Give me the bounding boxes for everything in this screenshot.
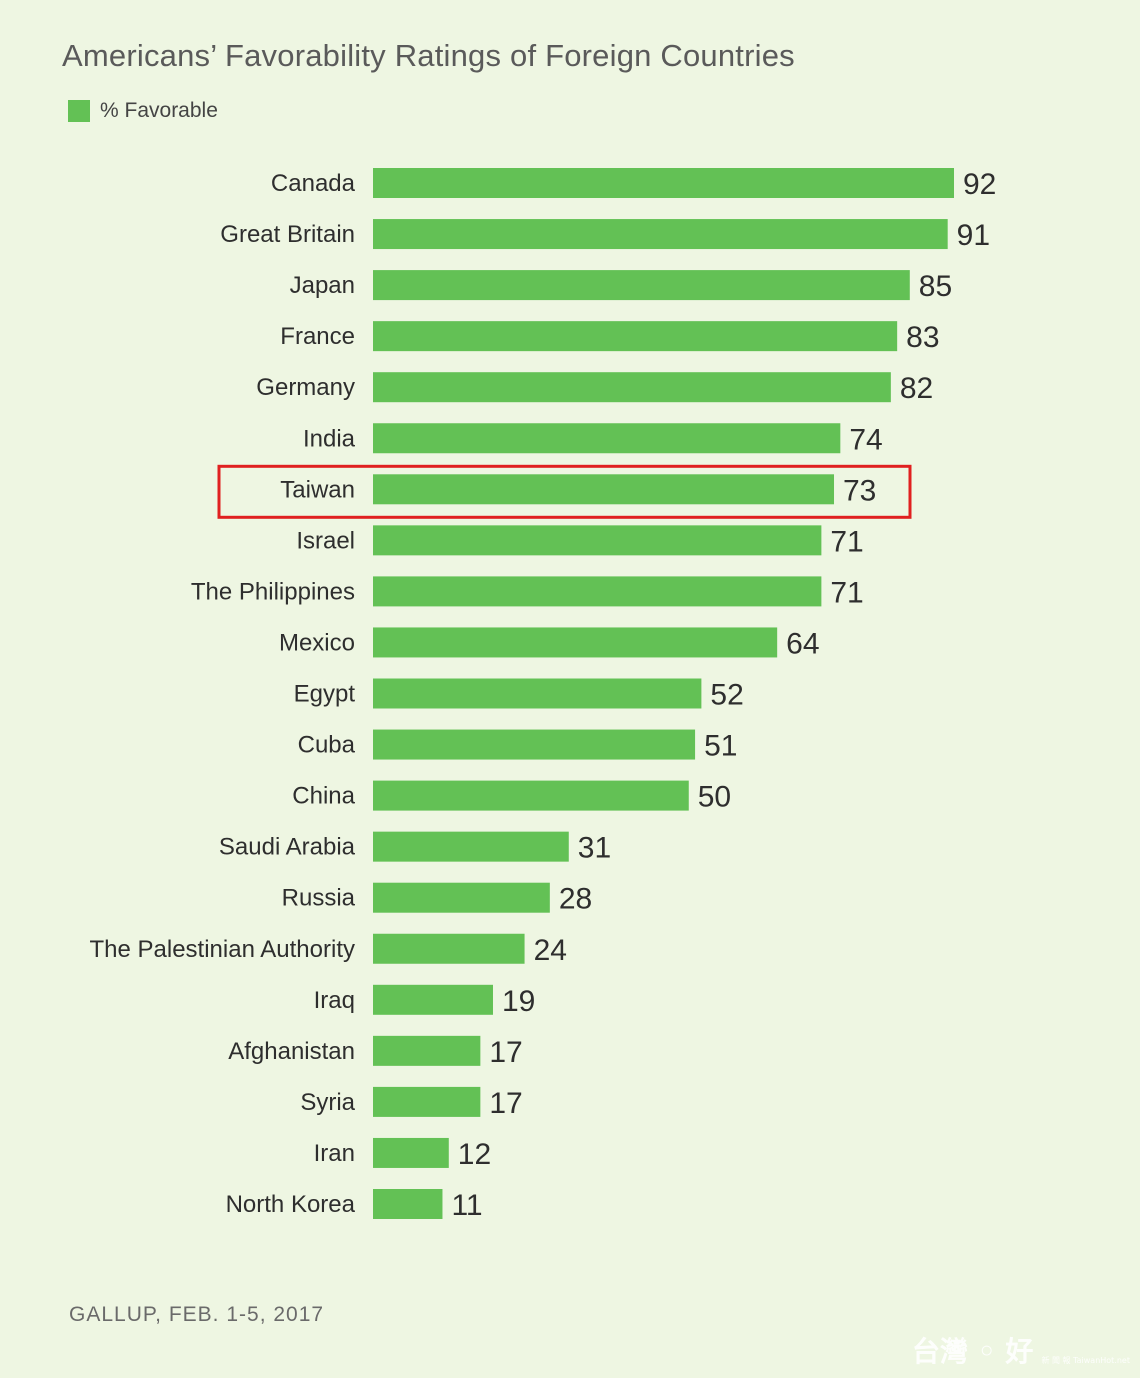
bar: [373, 321, 898, 352]
category-label: Taiwan: [280, 476, 355, 503]
value-label: 17: [489, 1036, 522, 1069]
category-label: Canada: [271, 170, 356, 197]
category-label: Iraq: [314, 987, 355, 1014]
bar: [373, 219, 948, 250]
watermark-logo: 台灣 ◦ 好 新 聞 報 TaiwanHot.net: [912, 1330, 1130, 1370]
value-label: 17: [489, 1087, 522, 1120]
category-label: China: [292, 783, 355, 810]
category-label: Israel: [296, 527, 355, 554]
watermark-sub: 新 聞 報 TaiwanHot.net: [1041, 1356, 1130, 1365]
value-label: 31: [578, 832, 611, 865]
value-label: 19: [502, 985, 535, 1018]
bar: [373, 1189, 443, 1219]
source-note: GALLUP, FEB. 1-5, 2017: [69, 1303, 325, 1326]
category-label: Germany: [256, 374, 355, 401]
category-label: Mexico: [279, 629, 355, 656]
bar: [373, 525, 822, 556]
bar: [373, 474, 835, 505]
bar: [373, 933, 525, 964]
bar: [373, 168, 954, 198]
category-label: India: [303, 425, 356, 452]
value-label: 73: [843, 474, 876, 507]
value-label: 28: [559, 883, 592, 916]
category-label: Afghanistan: [228, 1038, 355, 1065]
bar: [373, 882, 550, 913]
watermark-main: 台灣 ◦ 好: [912, 1335, 1034, 1368]
category-label: Iran: [314, 1140, 355, 1167]
bar: [373, 1035, 481, 1066]
value-label: 83: [906, 321, 939, 354]
value-label: 24: [534, 934, 567, 967]
category-label: North Korea: [226, 1191, 356, 1218]
value-label: 82: [900, 372, 933, 405]
bar: [373, 780, 689, 811]
bar: [373, 270, 910, 301]
value-label: 85: [919, 270, 952, 303]
value-label: 12: [458, 1138, 491, 1171]
category-label: Egypt: [294, 681, 356, 708]
bar: [373, 831, 569, 862]
value-label: 52: [710, 679, 743, 712]
value-label: 50: [698, 781, 731, 814]
category-label: Great Britain: [220, 221, 355, 248]
category-label: Syria: [300, 1089, 355, 1116]
value-label: 64: [786, 627, 819, 660]
bar: [373, 372, 891, 403]
value-label: 51: [704, 730, 737, 763]
bar: [373, 1137, 449, 1168]
category-label: Russia: [282, 885, 356, 912]
highlight-box: [217, 464, 912, 519]
chart-title: Americans’ Favorability Ratings of Forei…: [62, 38, 795, 73]
legend-swatch: [68, 100, 90, 122]
value-label: 71: [830, 576, 863, 609]
bar: [373, 576, 822, 607]
category-label: Japan: [290, 272, 355, 299]
value-label: 11: [451, 1189, 482, 1222]
bar: [373, 423, 841, 454]
value-label: 92: [963, 168, 996, 201]
bar: [373, 1086, 481, 1117]
bar: [373, 729, 696, 760]
value-label: 91: [957, 219, 990, 252]
bar: [373, 984, 493, 1015]
category-label: The Palestinian Authority: [90, 936, 356, 963]
value-label: 74: [849, 423, 882, 456]
legend-label: % Favorable: [100, 99, 218, 122]
category-label: Cuba: [298, 732, 356, 759]
category-label: Saudi Arabia: [219, 834, 356, 861]
legend: % Favorable: [68, 99, 218, 123]
category-label: France: [280, 323, 355, 350]
category-label: The Philippines: [191, 578, 355, 605]
value-label: 71: [830, 525, 863, 558]
bar: [373, 678, 702, 709]
bar: [373, 627, 778, 658]
